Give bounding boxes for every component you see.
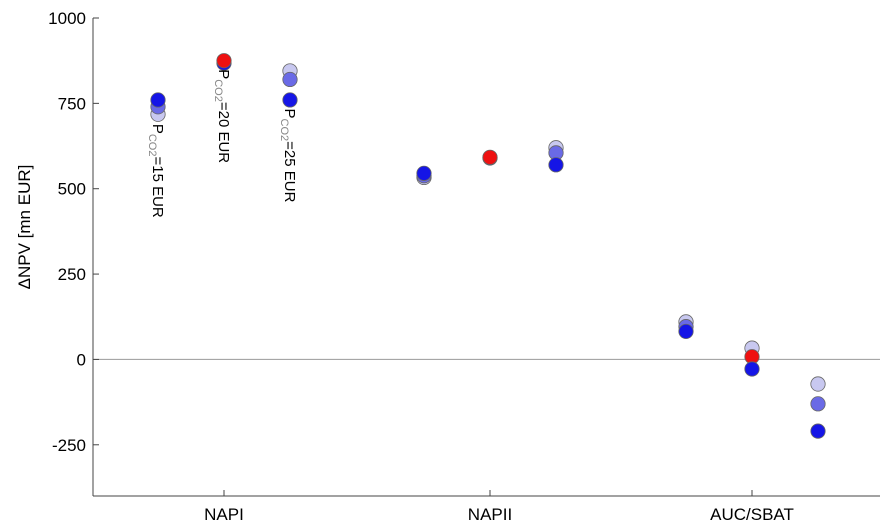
data-point — [744, 361, 760, 377]
y-tick-label: 250 — [58, 265, 86, 284]
data-point — [416, 165, 432, 181]
data-point — [216, 53, 232, 69]
x-tick-label: AUC/SBAT — [710, 505, 794, 524]
data-point — [810, 396, 826, 412]
y-tick-label: 500 — [58, 180, 86, 199]
data-points — [150, 53, 826, 439]
y-axis-label: ΔNPV [mn EUR] — [15, 165, 34, 290]
x-tick-label: NAPI — [204, 505, 244, 524]
price-annotation: PCO2=15 EUR — [146, 124, 166, 218]
price-annotation: PCO2=20 EUR — [212, 69, 232, 163]
data-point — [548, 157, 564, 173]
data-point — [810, 423, 826, 439]
y-tick-label: 0 — [77, 350, 86, 369]
axes — [92, 18, 880, 497]
price-annotation: PCO2=25 EUR — [278, 108, 298, 202]
y-tick-label: 750 — [58, 94, 86, 113]
y-ticks: 1000 750 500 250 0 -250 — [48, 9, 99, 455]
x-tick-label: NAPII — [468, 505, 512, 524]
annotations: PCO2=15 EUR PCO2=20 EUR PCO2=25 EUR — [146, 69, 298, 218]
data-point — [282, 92, 298, 108]
x-ticks: NAPI NAPII AUC/SBAT — [204, 490, 794, 524]
data-point — [810, 376, 826, 392]
data-point — [678, 323, 694, 340]
data-point — [482, 149, 498, 165]
y-tick-label: -250 — [52, 436, 86, 455]
data-point — [150, 92, 166, 108]
y-tick-label: 1000 — [48, 9, 86, 28]
data-point — [282, 71, 298, 88]
